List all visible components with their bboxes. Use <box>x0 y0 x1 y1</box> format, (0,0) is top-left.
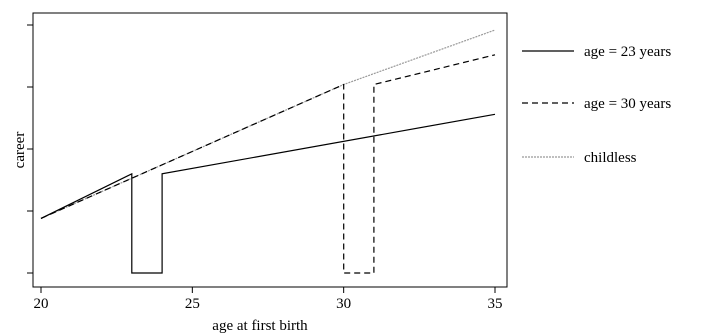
series-line-childless <box>40 29 496 219</box>
legend-label-age-23: age = 23 years <box>584 44 671 60</box>
x-axis-ticks: 20 25 30 35 <box>34 287 503 312</box>
y-axis-label: career <box>12 132 28 169</box>
x-tick-label-30: 30 <box>336 296 351 312</box>
plot-frame <box>32 12 508 288</box>
x-tick-label-25: 25 <box>185 296 200 312</box>
series-line-age-30-years <box>40 54 496 274</box>
x-tick-label-20: 20 <box>34 296 49 312</box>
x-tick-label-35: 35 <box>488 296 503 312</box>
legend: age = 23 years age = 30 years childless <box>522 44 671 166</box>
y-axis-ticks <box>27 24 33 274</box>
legend-label-childless: childless <box>584 150 637 166</box>
x-axis-label: age at first birth <box>212 318 308 334</box>
legend-label-age-30: age = 30 years <box>584 96 671 112</box>
series-line-age-23-years <box>40 113 496 274</box>
series-layer <box>40 29 496 274</box>
